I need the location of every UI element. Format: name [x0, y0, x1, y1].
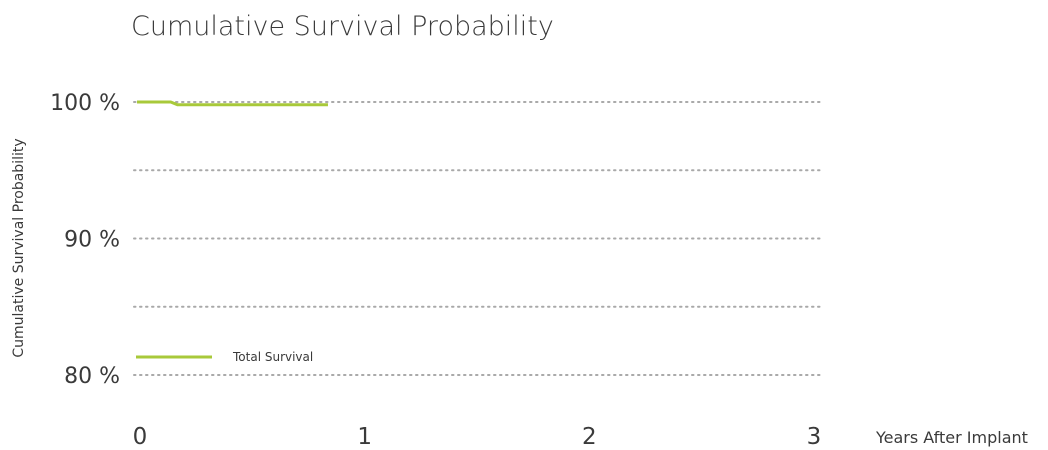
gridlines [133, 101, 825, 376]
x-tick-label: 2 [582, 424, 597, 450]
x-tick-label: 3 [807, 424, 822, 450]
x-tick-labels: 0 1 2 3 [133, 424, 822, 450]
y-tick-labels: 80 % 90 % 100 % [50, 91, 120, 389]
legend-label-total-survival: Total Survival [232, 350, 313, 364]
x-axis-label: Years After Implant [875, 428, 1028, 447]
chart-title: Cumulative Survival Probability [131, 11, 554, 42]
legend: Total Survival [136, 350, 313, 364]
y-tick-label: 80 % [64, 364, 120, 389]
x-tick-label: 1 [357, 424, 372, 450]
y-tick-label: 90 % [64, 228, 120, 253]
x-tick-label: 0 [133, 424, 148, 450]
y-tick-label: 100 % [50, 91, 120, 116]
y-axis-label: Cumulative Survival Probability [11, 138, 27, 357]
series-lines [137, 100, 328, 107]
series-line-0 [137, 100, 328, 107]
